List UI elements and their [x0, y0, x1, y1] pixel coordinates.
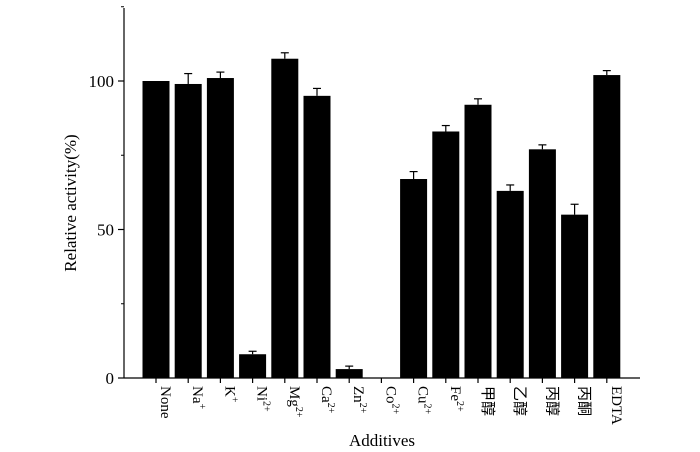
error-bar — [506, 184, 515, 191]
x-tick-label: Mg2+ — [286, 386, 304, 418]
x-tick-label: EDTA — [608, 386, 624, 425]
error-bar — [184, 72, 193, 84]
x-tick-label: Ni2+ — [254, 386, 272, 412]
y-ticks-group: 0 50 100 — [89, 6, 124, 388]
x-tick-label: None — [157, 386, 173, 419]
error-bar — [474, 98, 482, 105]
bar — [303, 95, 331, 378]
error-bar — [313, 87, 321, 96]
x-axis-label: Additives — [349, 431, 415, 450]
x-tick-label: Co2+ — [382, 386, 400, 415]
error-bar — [409, 170, 418, 180]
bar — [593, 75, 621, 378]
x-tick-label: 丙酮 — [576, 386, 593, 416]
x-ticks-group: None Na+ K+ Ni2+ Mg2+ Ca2+ Zn2+ Co2+ Cu2+ Fe2+ 甲醇乙… — [155, 378, 624, 425]
error-bar — [345, 365, 354, 370]
y-tick-label: 0 — [106, 369, 115, 388]
y-tick-label: 100 — [89, 72, 115, 91]
x-tick-label: 丙醇 — [543, 386, 560, 416]
x-tick-label: Cu2+ — [415, 386, 433, 415]
error-bar — [570, 203, 579, 215]
error-bar — [602, 70, 611, 76]
x-tick-label: 乙醇 — [511, 386, 528, 416]
error-bar — [280, 52, 289, 59]
x-tick-label: Na+ — [189, 386, 207, 410]
bar — [335, 369, 363, 378]
bar — [174, 83, 202, 378]
x-tick-label: Ca2+ — [318, 386, 336, 414]
bar — [271, 58, 299, 378]
bars-group — [142, 58, 621, 378]
bar — [239, 354, 267, 378]
bar — [432, 131, 460, 378]
error-bar — [248, 350, 257, 355]
bar — [528, 149, 556, 378]
error-bar — [538, 144, 547, 150]
x-tick-label: 甲醇 — [479, 386, 496, 416]
bar — [400, 179, 428, 378]
bar — [561, 214, 589, 378]
error-bar — [216, 71, 225, 79]
y-tick-label: 50 — [97, 221, 114, 240]
y-axis-label: Relative activity(%) — [61, 134, 80, 271]
x-tick-label: Fe2+ — [447, 386, 465, 412]
x-tick-label: K+ — [221, 386, 239, 403]
x-tick-label: Zn2+ — [350, 386, 368, 414]
bar — [464, 104, 492, 378]
error-bar — [441, 124, 450, 132]
bar — [142, 81, 170, 378]
bar — [496, 190, 524, 378]
error-bars-group — [184, 52, 611, 370]
bar — [206, 78, 234, 378]
